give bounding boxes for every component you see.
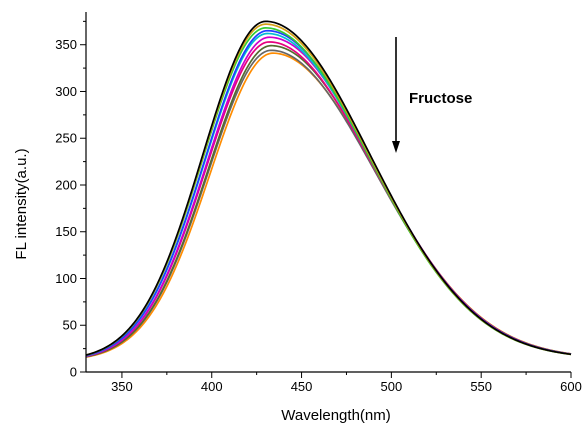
fructose-annotation: Fructose: [392, 37, 472, 153]
y-tick-label: 100: [55, 271, 77, 286]
y-tick-label: 350: [55, 37, 77, 52]
series-layer: [85, 20, 572, 358]
fructose-label: Fructose: [409, 90, 472, 107]
y-tick-label: 50: [63, 318, 77, 333]
y-tick-label: 300: [55, 84, 77, 99]
x-tick-label: 450: [291, 379, 313, 394]
x-tick-label: 550: [470, 379, 492, 394]
fructose-arrow-head: [392, 141, 400, 153]
y-tick-label: 200: [55, 177, 77, 192]
ticks-layer: 350 400 450 500 550 600 0 50 100 150 200 250 300 350: [55, 20, 582, 394]
x-tick-label: 600: [560, 379, 582, 394]
y-tick-label: 250: [55, 131, 77, 146]
y-tick-label: 0: [70, 365, 77, 380]
series-line-1: [85, 20, 572, 356]
y-tick-label: 150: [55, 224, 77, 239]
x-tick-label: 400: [201, 379, 223, 394]
y-axis-title: FL intensity(a.u.): [13, 148, 30, 259]
x-axis-title: Wavelength(nm): [281, 407, 390, 424]
x-tick-label: 350: [111, 379, 133, 394]
x-tick-label: 500: [381, 379, 403, 394]
